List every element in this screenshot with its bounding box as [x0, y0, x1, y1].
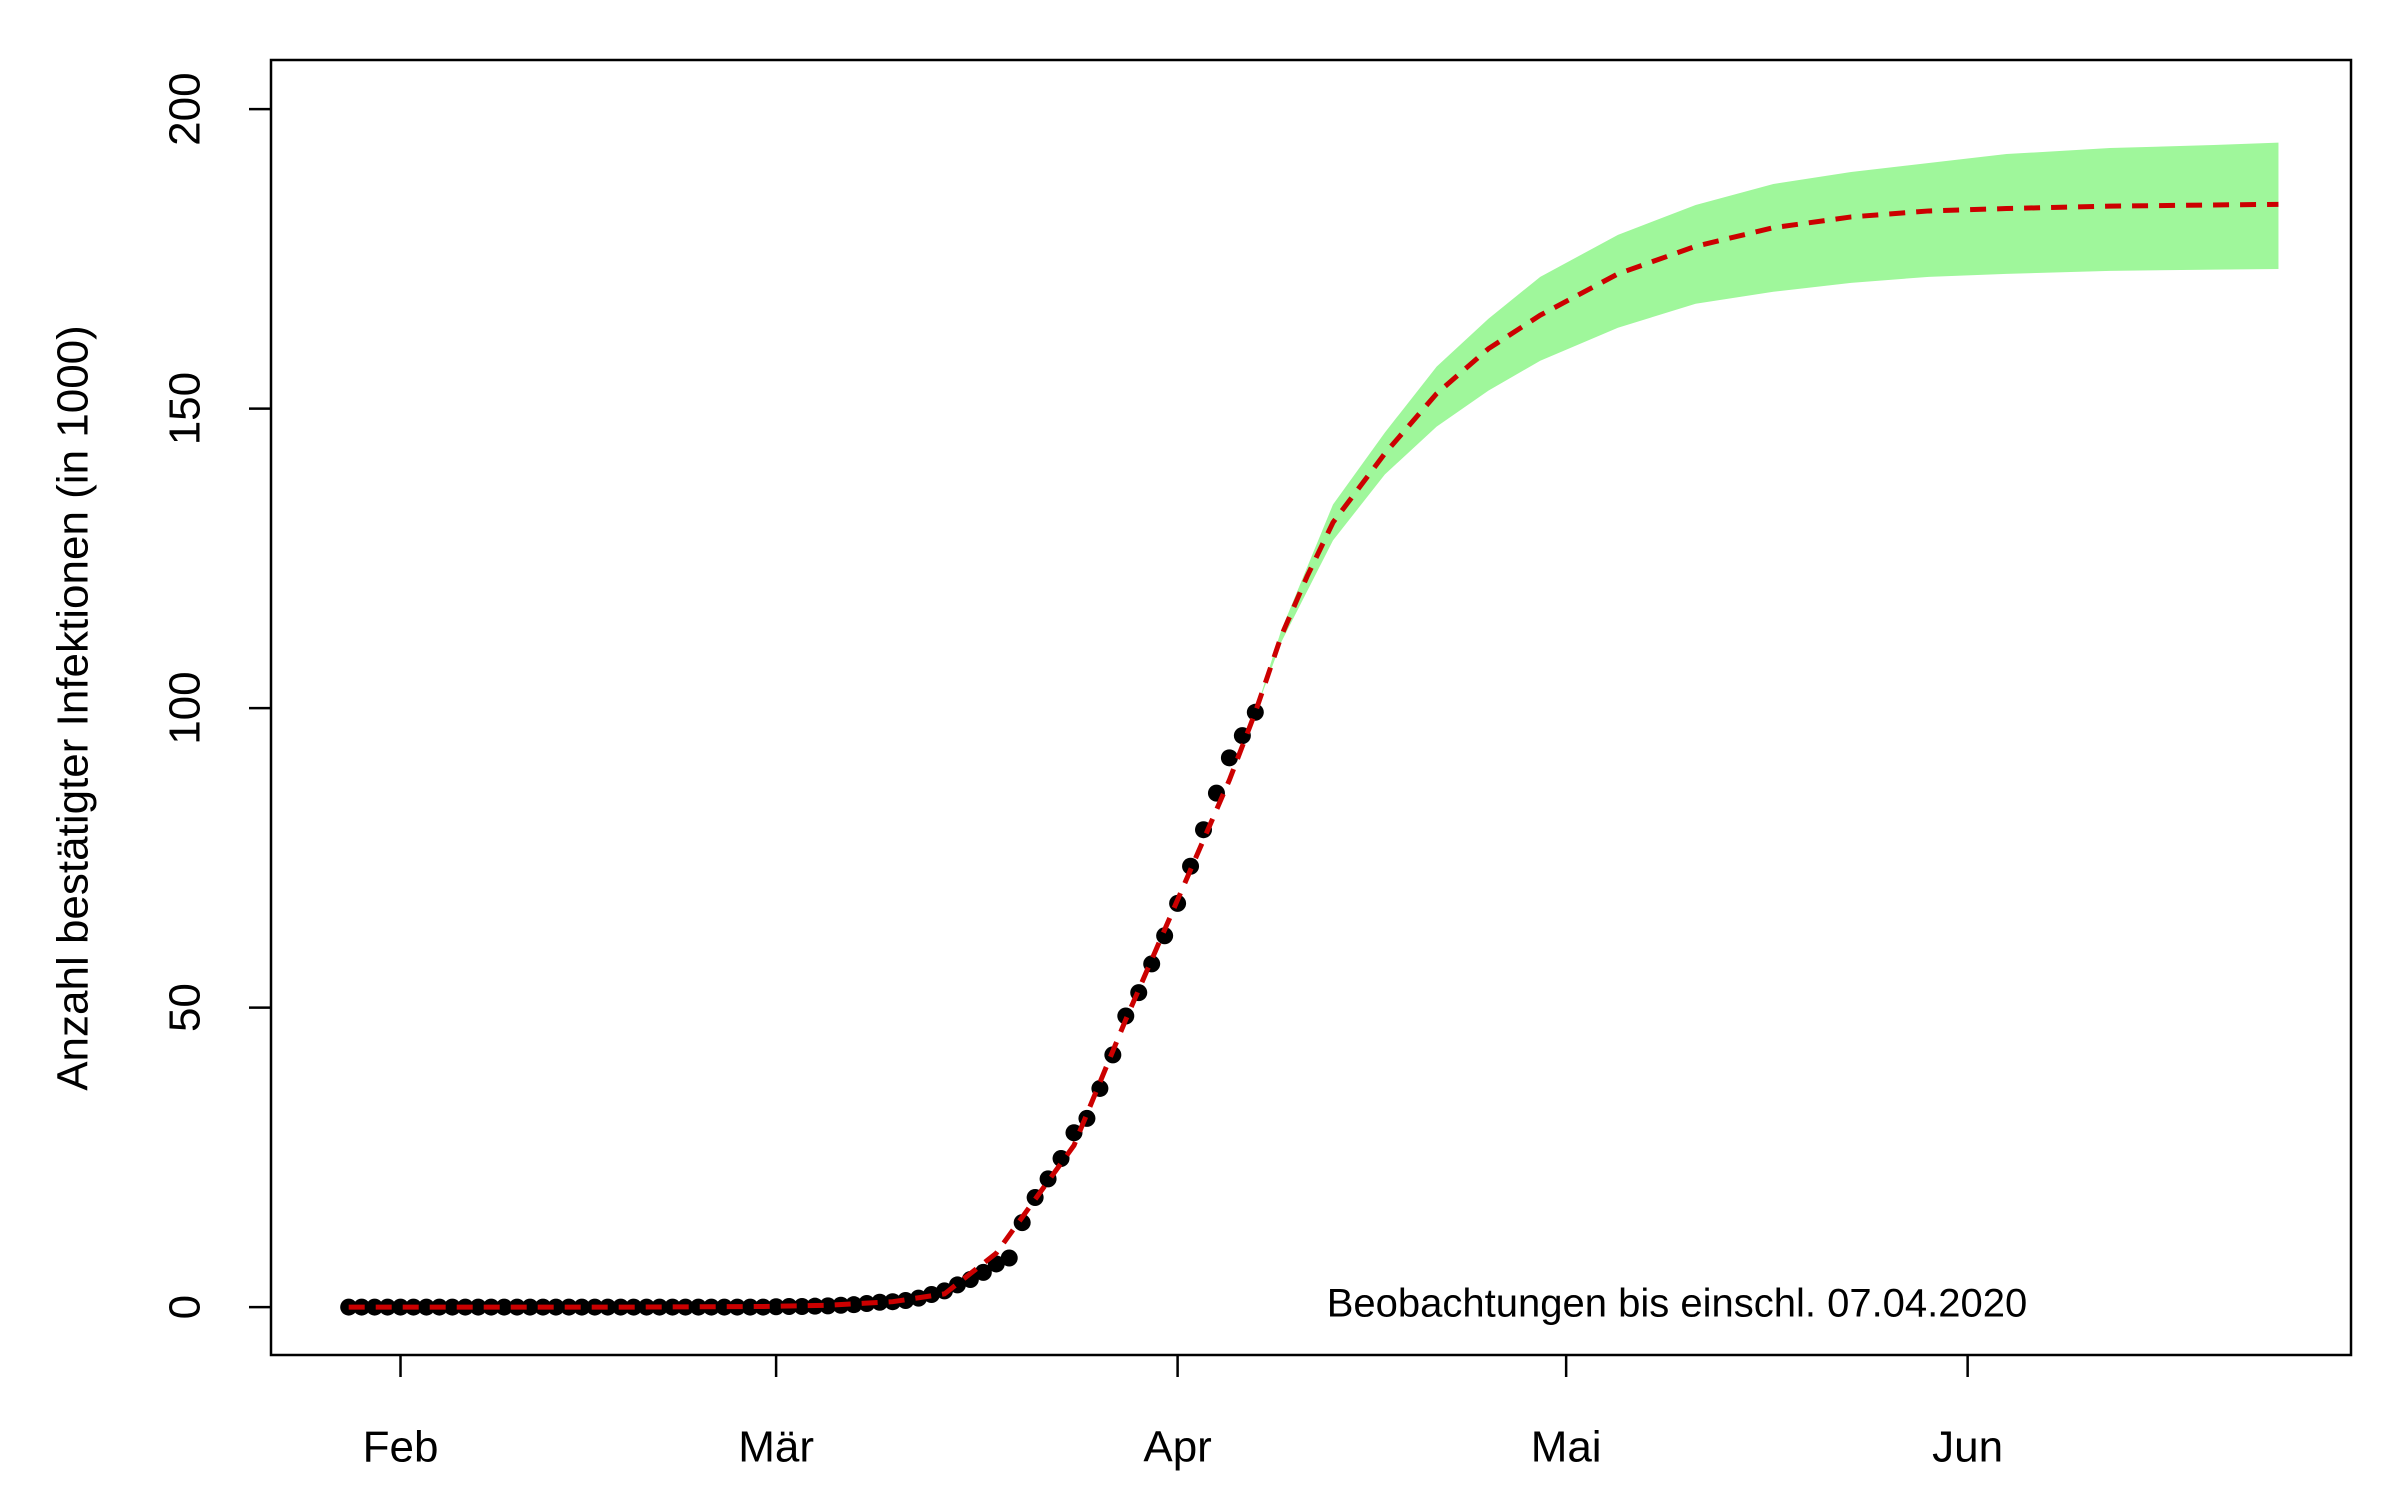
observation-point	[1013, 1214, 1031, 1232]
observation-point	[417, 1298, 435, 1316]
observation-point	[897, 1291, 915, 1309]
observation-point	[573, 1298, 591, 1316]
y-tick-label: 50	[161, 983, 210, 1032]
y-tick-label: 200	[161, 72, 210, 145]
y-tick-label: 0	[161, 1295, 210, 1319]
observation-point	[689, 1298, 707, 1316]
observation-point	[793, 1297, 811, 1315]
observation-point	[469, 1298, 487, 1316]
observation-point	[443, 1298, 461, 1316]
observation-point	[495, 1298, 513, 1316]
observation-point	[1117, 1007, 1135, 1025]
observation-point	[1000, 1249, 1018, 1267]
observation-point	[767, 1298, 785, 1316]
observation-point	[1246, 703, 1264, 721]
x-tick-label: Mai	[1531, 1423, 1602, 1472]
observation-point	[819, 1297, 837, 1315]
observation-point	[741, 1298, 759, 1316]
observation-point	[599, 1298, 617, 1316]
observation-point	[1052, 1150, 1070, 1168]
annotation: Beobachtungen bis einschl. 07.04.2020	[1327, 1282, 2028, 1326]
observation-point	[871, 1293, 889, 1311]
y-axis-label: Anzahl bestätigter Infektionen (in 1000)	[49, 325, 98, 1091]
y-tick-label: 100	[161, 671, 210, 744]
x-tick-label: Mär	[738, 1423, 814, 1472]
x-tick-label: Feb	[363, 1423, 439, 1472]
observation-point	[1182, 857, 1200, 875]
observation-point	[1156, 927, 1174, 945]
observation-point	[547, 1298, 565, 1316]
y-tick-label: 150	[161, 372, 210, 445]
observation-point	[392, 1298, 410, 1316]
x-tick-label: Jun	[1932, 1423, 2003, 1472]
observation-point	[715, 1298, 733, 1316]
observation-point	[1220, 749, 1238, 767]
observation-point	[521, 1298, 539, 1316]
x-tick-label: Apr	[1143, 1423, 1211, 1472]
observation-point	[987, 1255, 1005, 1273]
observation-point	[845, 1296, 863, 1314]
forecast-band	[1255, 142, 2279, 713]
observation-point	[366, 1298, 384, 1316]
observation-point	[663, 1298, 681, 1316]
observation-point	[974, 1263, 992, 1281]
fit-line	[348, 201, 2279, 1310]
